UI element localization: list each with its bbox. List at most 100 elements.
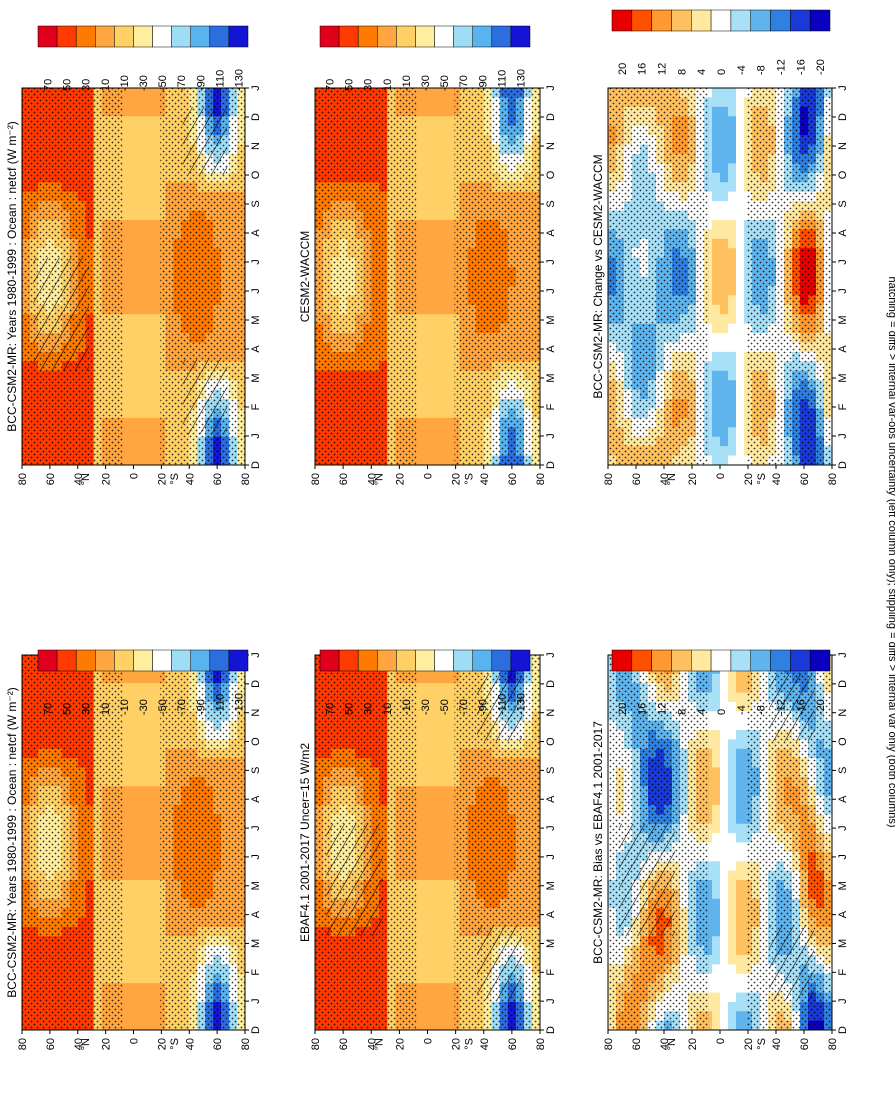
heat-cell bbox=[419, 276, 428, 287]
lat-unit-south: °S bbox=[169, 473, 181, 485]
lat-unit-north: °N bbox=[374, 473, 386, 485]
heat-cell bbox=[419, 210, 428, 221]
heat-cell bbox=[133, 814, 142, 825]
heat-cell bbox=[427, 767, 436, 778]
heat-cell bbox=[141, 455, 150, 466]
heat-cell bbox=[435, 285, 444, 296]
heat-cell bbox=[435, 229, 444, 240]
heat-cell bbox=[443, 238, 453, 249]
heat-cell bbox=[141, 172, 150, 183]
heat-cell bbox=[149, 711, 158, 722]
colorbar-label: 30 bbox=[363, 703, 375, 715]
heat-cell bbox=[419, 898, 428, 909]
heat-cell bbox=[125, 973, 134, 984]
colorbar-swatch bbox=[319, 25, 340, 48]
heat-cell bbox=[141, 964, 150, 975]
heat-cell bbox=[435, 248, 444, 259]
colorbar-swatch bbox=[415, 25, 435, 48]
heat-cell bbox=[133, 898, 142, 909]
heat-cell bbox=[435, 163, 444, 174]
heat-cell bbox=[427, 739, 436, 750]
heat-cell bbox=[435, 389, 444, 400]
heat-cell bbox=[435, 720, 444, 731]
heat-cell bbox=[125, 229, 134, 240]
heat-cell bbox=[435, 758, 444, 768]
heat-cell bbox=[427, 380, 436, 391]
heat-cell bbox=[427, 314, 436, 325]
heat-cell bbox=[133, 908, 142, 918]
lat-tick-label: 20 bbox=[101, 1038, 113, 1050]
colorbar-label: -30 bbox=[420, 75, 432, 91]
heat-cell bbox=[149, 314, 158, 325]
heat-cell bbox=[419, 767, 428, 778]
heat-cell bbox=[419, 833, 428, 843]
heat-cell bbox=[419, 351, 428, 362]
heat-cell bbox=[427, 692, 436, 703]
heat-cell bbox=[133, 683, 142, 693]
heat-cell bbox=[419, 257, 428, 268]
heat-cell bbox=[141, 163, 150, 174]
month-tick-label: D bbox=[545, 680, 557, 688]
heat-cell bbox=[125, 285, 134, 296]
heat-cell bbox=[141, 314, 150, 325]
heat-cell bbox=[427, 267, 436, 277]
heat-cell bbox=[435, 182, 444, 193]
heat-cell bbox=[435, 673, 444, 684]
month-tick-label: A bbox=[545, 910, 557, 918]
heat-cell bbox=[443, 106, 453, 117]
lat-tick-label: 80 bbox=[17, 1038, 29, 1050]
heat-cell bbox=[427, 851, 436, 862]
heat-cell bbox=[443, 446, 453, 456]
heat-cell bbox=[133, 767, 142, 778]
heat-cell bbox=[125, 389, 134, 400]
colorbar-swatch bbox=[338, 25, 359, 48]
heat-cell bbox=[149, 870, 158, 881]
heat-cell bbox=[419, 748, 428, 759]
heat-cell bbox=[419, 955, 428, 965]
heat-cell bbox=[125, 880, 134, 890]
heat-cell bbox=[149, 842, 158, 853]
colorbar-swatch bbox=[453, 649, 473, 672]
heat-cell bbox=[125, 361, 134, 372]
heat-cell bbox=[435, 814, 444, 825]
colorbar: 70 50 30 10 -10 -30 -50 -70 -90 -110 -130 bbox=[37, 649, 249, 715]
heat-cell bbox=[133, 295, 142, 306]
heat-cell bbox=[427, 964, 436, 975]
heat-cell bbox=[443, 730, 453, 740]
heat-cell bbox=[435, 191, 444, 202]
colorbar-label: 10 bbox=[382, 79, 394, 91]
heat-cell bbox=[141, 805, 150, 815]
month-tick-label: N bbox=[250, 709, 262, 717]
lat-tick-label: 20 bbox=[394, 473, 406, 485]
heat-cell bbox=[133, 408, 142, 419]
panel-title: CESM2-WACCM bbox=[298, 231, 312, 323]
heat-cell bbox=[419, 248, 428, 259]
heat-cell bbox=[141, 125, 150, 136]
heat-cell bbox=[149, 238, 158, 249]
colorbar-label: -110 bbox=[496, 694, 508, 715]
heat-cell bbox=[435, 776, 444, 787]
heat-cell bbox=[141, 304, 150, 315]
colorbar-swatch bbox=[377, 25, 397, 48]
heat-cell bbox=[141, 106, 150, 117]
heat-cell bbox=[443, 767, 453, 778]
heat-cell bbox=[443, 673, 453, 684]
heat-cell bbox=[427, 436, 436, 447]
heat-cell bbox=[435, 748, 444, 759]
heat-cell bbox=[141, 229, 150, 240]
heat-cell bbox=[125, 455, 134, 466]
colorbar-label: -110 bbox=[496, 70, 508, 91]
heat-cell bbox=[427, 786, 436, 797]
heat-cell bbox=[427, 870, 436, 881]
heat-cell bbox=[149, 748, 158, 759]
heat-cell bbox=[435, 238, 444, 249]
heat-cell bbox=[141, 285, 150, 296]
month-tick-label: M bbox=[250, 315, 262, 324]
heat-cell bbox=[133, 455, 142, 466]
heat-cell bbox=[133, 257, 142, 268]
colorbar-label: -90 bbox=[477, 699, 489, 715]
colorbar-swatch bbox=[377, 649, 397, 672]
heat-cell bbox=[443, 295, 453, 306]
colorbar-swatch bbox=[228, 649, 249, 672]
heat-cell bbox=[141, 842, 150, 853]
